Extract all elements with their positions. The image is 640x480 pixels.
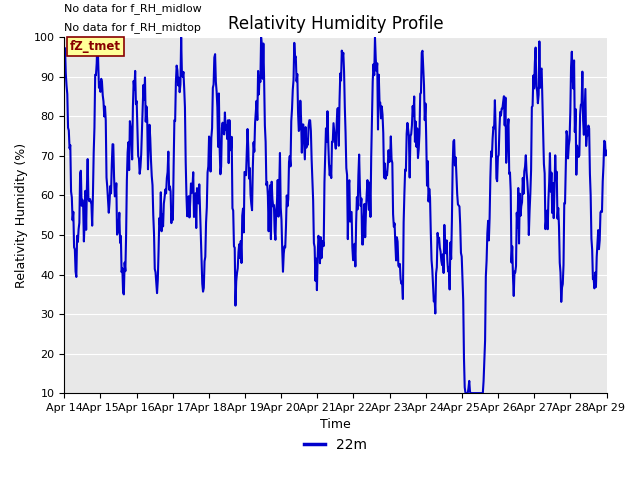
Legend: 22m: 22m: [298, 432, 372, 457]
Text: No data for f_RH_midlow: No data for f_RH_midlow: [64, 3, 202, 14]
Text: fZ_tmet: fZ_tmet: [70, 40, 121, 53]
Y-axis label: Relativity Humidity (%): Relativity Humidity (%): [15, 143, 28, 288]
X-axis label: Time: Time: [320, 419, 351, 432]
Text: No data for f_RH_midtop: No data for f_RH_midtop: [64, 22, 201, 33]
Title: Relativity Humidity Profile: Relativity Humidity Profile: [228, 15, 444, 33]
